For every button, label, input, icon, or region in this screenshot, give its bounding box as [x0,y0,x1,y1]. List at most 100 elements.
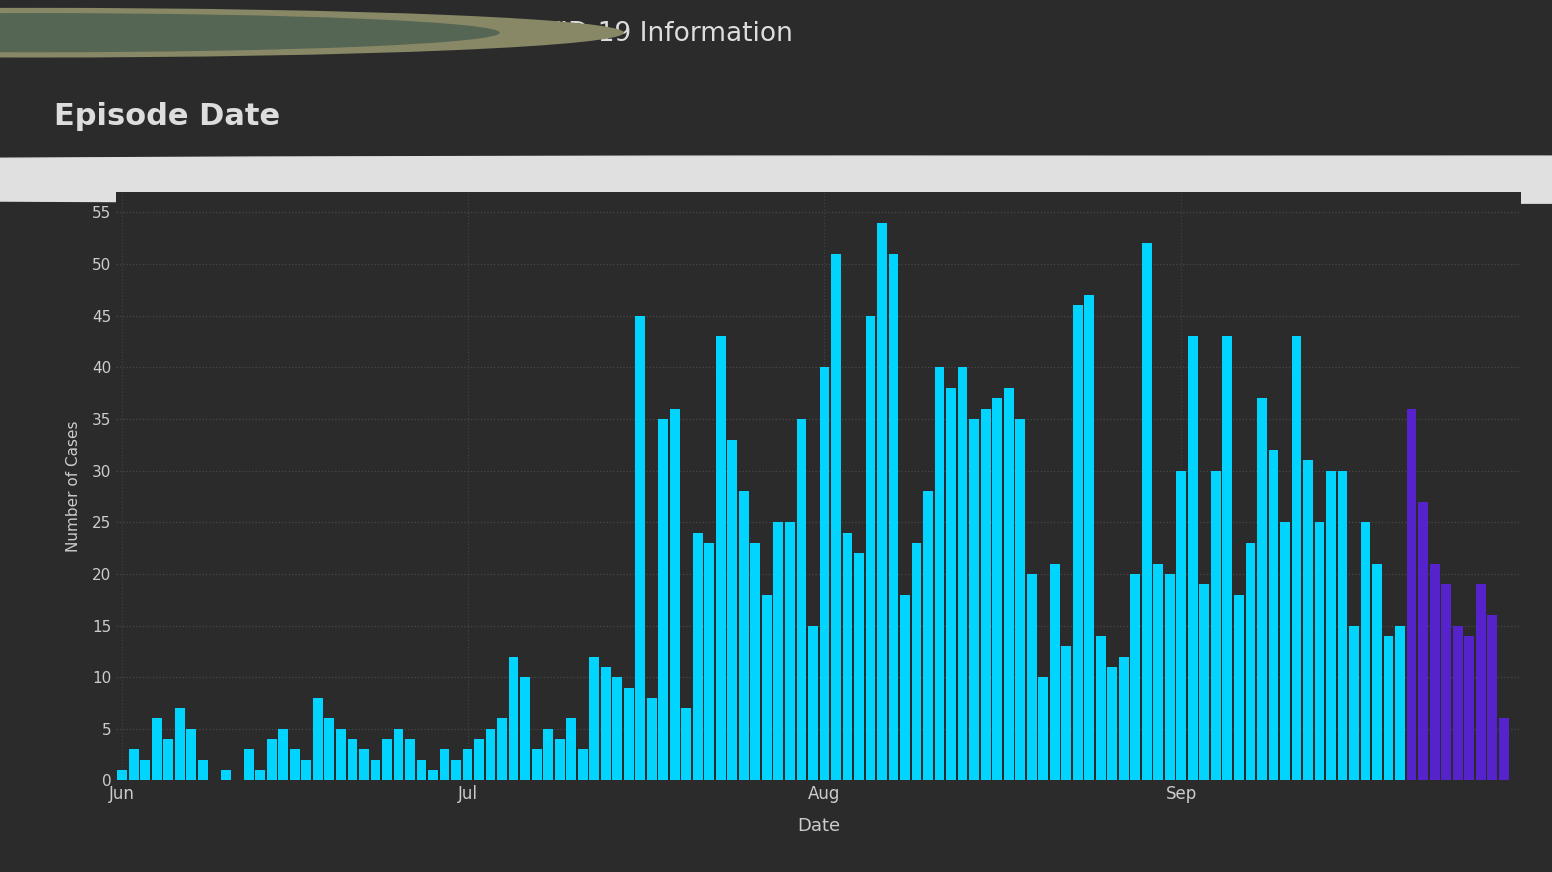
Bar [1223,337,1232,780]
Bar [830,254,841,780]
Bar [244,749,253,780]
Bar [175,708,185,780]
Bar [428,770,438,780]
Bar [382,739,391,780]
Bar [1315,522,1324,780]
Bar [1419,501,1428,780]
Bar [1187,337,1198,780]
Bar [705,543,714,780]
Circle shape [0,13,500,52]
Bar [900,595,909,780]
Bar [1384,636,1394,780]
Text: Tuolumne County Public Health - COVID-19 Information: Tuolumne County Public Health - COVID-19… [65,21,793,47]
Text: Episode Date: Episode Date [54,102,281,131]
Bar [1085,295,1094,780]
Bar [118,770,127,780]
Bar [371,760,380,780]
Bar [278,729,289,780]
Bar [785,522,795,780]
Bar [1130,574,1141,780]
Bar [1372,563,1381,780]
Bar [220,770,231,780]
Bar [1119,657,1128,780]
Bar [613,678,622,780]
Bar [335,729,346,780]
Bar [1325,471,1336,780]
Bar [968,419,979,780]
Bar [314,698,323,780]
Bar [267,739,276,780]
Bar [416,760,427,780]
Bar [692,533,703,780]
Bar [1361,522,1370,780]
Bar [140,760,151,780]
X-axis label: Date: Date [798,817,840,835]
Bar [1072,305,1083,780]
Bar [877,223,886,780]
Bar [1153,563,1162,780]
Bar [186,729,196,780]
Bar [439,749,450,780]
Circle shape [0,156,1552,203]
Bar [486,729,495,780]
Bar [1268,450,1279,780]
Bar [1291,337,1302,780]
Bar [197,760,208,780]
Bar [601,667,610,780]
Bar [819,367,829,780]
Bar [256,770,265,780]
Bar [1406,409,1417,780]
Bar [152,719,161,780]
Bar [1464,636,1474,780]
Bar [405,739,414,780]
Bar [1049,563,1060,780]
Bar [866,316,875,780]
Bar [911,543,922,780]
Bar [1476,584,1485,780]
Bar [715,337,726,780]
Bar [1429,563,1440,780]
Circle shape [0,8,624,58]
Bar [1395,625,1405,780]
Bar [843,533,852,780]
Bar [543,729,553,780]
Bar [577,749,588,780]
Bar [1499,719,1509,780]
Bar [1257,399,1266,780]
Bar [475,739,484,780]
Y-axis label: Number of Cases: Number of Cases [67,420,81,552]
Bar [359,749,369,780]
Bar [809,625,818,780]
Bar [1096,636,1105,780]
Bar [1200,584,1209,780]
Bar [590,657,599,780]
Bar [324,719,334,780]
Bar [1442,584,1451,780]
Bar [1304,460,1313,780]
Bar [992,399,1003,780]
Bar [739,491,748,780]
Bar [532,749,542,780]
Bar [301,760,312,780]
Bar [762,595,771,780]
Bar [290,749,300,780]
Bar [497,719,508,780]
Bar [1280,522,1290,780]
Bar [554,739,565,780]
Bar [658,419,669,780]
Bar [889,254,899,780]
Bar [566,719,576,780]
Bar [635,316,646,780]
Text: Data below represents Tuolumne County positive COVID-19 cases by episode date. S: Data below represents Tuolumne County po… [54,167,892,181]
Bar [751,543,760,780]
Bar [1062,646,1071,780]
Bar [981,409,990,780]
Bar [1487,616,1498,780]
Bar [1142,243,1152,780]
Bar [1027,574,1037,780]
Bar [1246,543,1256,780]
Bar [1038,678,1048,780]
Bar [923,491,933,780]
Bar [520,678,529,780]
Bar [1338,471,1347,780]
